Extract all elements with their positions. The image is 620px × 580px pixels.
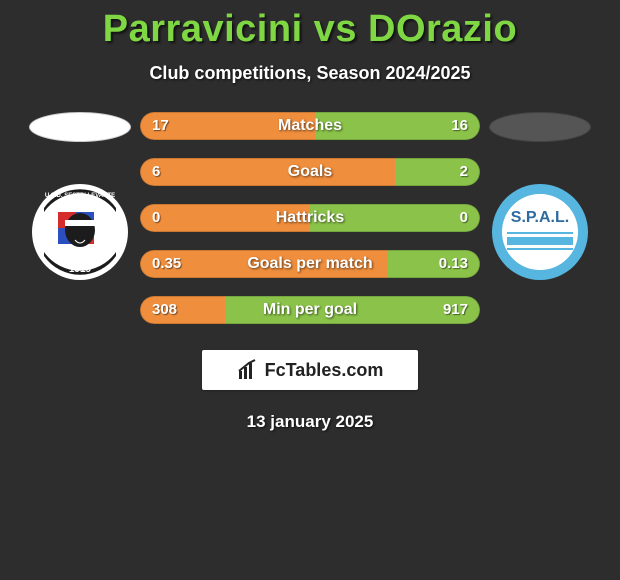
player-silhouette-left — [29, 112, 131, 142]
crest-top-text: U.S.D. SESTRI LEVANTE — [45, 193, 115, 199]
right-column: S.P.A.L. — [480, 112, 600, 287]
brand-text: FcTables.com — [265, 360, 384, 381]
bar-label: Goals per match — [140, 250, 480, 278]
bar-label: Min per goal — [140, 296, 480, 324]
bar-label: Hattricks — [140, 204, 480, 232]
spal-crest-icon: S.P.A.L. — [490, 182, 590, 282]
chart-icon — [237, 359, 259, 381]
comparison-body: U.S.D. SESTRI LEVANTE 1919 1716Matches 62… — [0, 112, 620, 324]
crest-letters: S.P.A.L. — [511, 209, 569, 226]
stat-bar: 1716Matches — [140, 112, 480, 140]
stat-bar: 0.350.13Goals per match — [140, 250, 480, 278]
club-badge-left: U.S.D. SESTRI LEVANTE 1919 — [30, 182, 130, 287]
player-silhouette-right — [489, 112, 591, 142]
stat-bar: 00Hattricks — [140, 204, 480, 232]
left-column: U.S.D. SESTRI LEVANTE 1919 — [20, 112, 140, 287]
bar-label: Matches — [140, 112, 480, 140]
sestri-levante-crest-icon: U.S.D. SESTRI LEVANTE 1919 — [30, 182, 130, 282]
page-title: Parravicini vs DOrazio — [0, 0, 620, 51]
bar-label: Goals — [140, 158, 480, 186]
stat-bars: 1716Matches 62Goals 00Hattricks 0.350.13Goa… — [140, 112, 480, 324]
date-label: 13 january 2025 — [0, 412, 620, 432]
stat-bar: 308917Min per goal — [140, 296, 480, 324]
crest-year: 1919 — [69, 264, 92, 275]
club-badge-right: S.P.A.L. — [490, 182, 590, 287]
stat-bar: 62Goals — [140, 158, 480, 186]
subtitle: Club competitions, Season 2024/2025 — [0, 63, 620, 84]
comparison-card: Parravicini vs DOrazio Club competitions… — [0, 0, 620, 580]
brand-badge: FcTables.com — [202, 350, 418, 390]
